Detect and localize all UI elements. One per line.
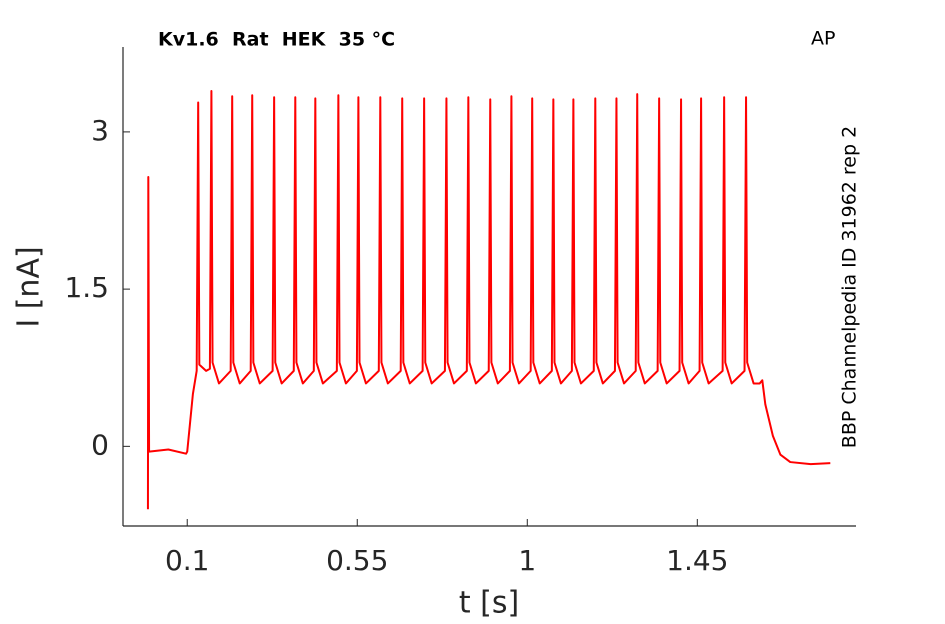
- x-tick-label: 1: [518, 544, 536, 577]
- y-axis-label: I [nA]: [12, 246, 47, 327]
- x-axis-label: t [s]: [459, 586, 519, 621]
- y-tick-label: 0: [91, 428, 109, 461]
- chart-title: Kv1.6 Rat HEK 35 °C: [158, 29, 395, 51]
- x-tick-label: 0.55: [326, 544, 388, 577]
- y-tick-label: 3: [91, 114, 109, 147]
- x-tick-label: 1.45: [666, 544, 728, 577]
- x-tick-label: 0.1: [165, 544, 210, 577]
- annotation: AP: [811, 28, 835, 50]
- trace-line: [146, 90, 831, 510]
- y-tick-label: 1.5: [64, 271, 109, 304]
- side-label: BBP Channelpedia ID 31962 rep 2: [839, 126, 861, 448]
